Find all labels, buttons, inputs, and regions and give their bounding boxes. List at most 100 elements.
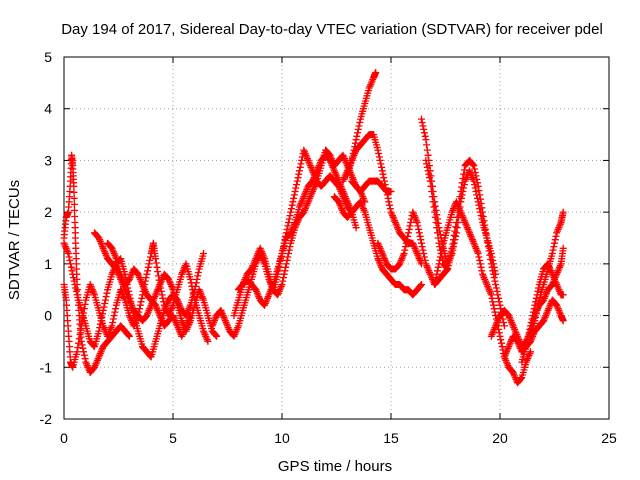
data-point [486,251,494,259]
data-point [101,300,109,307]
data-point [500,319,508,326]
data-point [81,355,89,363]
y-tick-label: -1 [40,359,53,375]
data-point [144,263,152,271]
data-point [406,222,414,230]
data-point [420,125,428,133]
data-point [290,194,298,202]
y-tick-label: 0 [44,308,52,324]
data-point [477,263,485,271]
data-point [400,250,408,257]
data-point [137,298,145,306]
data-point [290,191,298,199]
x-tick-label: 20 [492,430,508,446]
data-point [456,193,464,201]
data-point [378,167,386,175]
data-point [66,256,74,264]
data-point [452,219,460,226]
data-point [67,260,74,268]
data-point [374,146,382,154]
data-point [138,294,146,302]
data-point [425,170,433,178]
data-point [444,265,452,273]
data-point [477,200,485,207]
data-point [100,303,108,311]
data-point [431,208,439,216]
series-sat-e [104,239,194,340]
data-point [488,263,496,271]
data-point [413,219,421,226]
data-point [99,310,106,318]
data-point [532,298,540,306]
data-point [146,256,154,264]
data-point [285,246,293,254]
data-point [152,255,160,263]
y-tick-label: 1 [44,256,52,272]
data-point [430,203,438,211]
data-point [473,175,481,183]
series-sat-j [343,69,380,180]
data-point [193,275,201,283]
data-point [447,248,455,256]
data-point [81,300,89,308]
data-point [288,201,296,209]
data-point [283,225,291,233]
data-point [387,188,395,195]
data-point [78,341,86,349]
data-point [70,194,78,202]
data-point [490,301,497,309]
data-point [67,263,75,271]
data-point [478,267,486,275]
data-point [280,243,287,251]
data-point [492,281,500,288]
data-point [204,337,212,345]
data-point [377,160,385,168]
data-point [484,243,492,251]
data-point [143,270,151,278]
data-point [420,253,428,261]
data-point [108,322,116,330]
data-point [498,343,506,351]
data-point [451,227,459,235]
data-point [415,229,423,237]
data-point [438,246,446,254]
series-sat-d [91,229,221,340]
series-sat-o [422,156,508,330]
data-point [98,313,106,321]
data-point [351,143,359,151]
data-point [142,274,150,282]
data-point [110,312,118,320]
data-point [474,182,482,190]
data-point [548,250,556,257]
data-point [530,305,538,313]
data-point [385,198,393,206]
data-point [431,202,439,210]
data-point [186,312,194,320]
data-point [422,156,430,164]
data-point [490,305,498,313]
data-point [458,183,465,191]
data-point [194,272,202,280]
data-point [158,291,166,299]
data-point [298,156,306,164]
data-point [452,223,460,231]
data-point [527,322,534,330]
data-point [282,260,290,268]
data-point [487,291,495,299]
data-point [287,208,295,216]
data-point [404,229,412,237]
data-point [125,332,133,340]
data-point [432,274,440,282]
data-point [495,298,503,306]
data-point [77,337,85,345]
data-point [424,167,432,175]
data-point [476,256,484,264]
data-point [490,274,498,282]
data-point [384,194,392,202]
series-sat-s [527,208,567,340]
data-point [109,315,117,323]
data-point [436,256,444,264]
data-point [472,172,480,180]
data-point [490,270,497,278]
data-point [279,246,287,254]
